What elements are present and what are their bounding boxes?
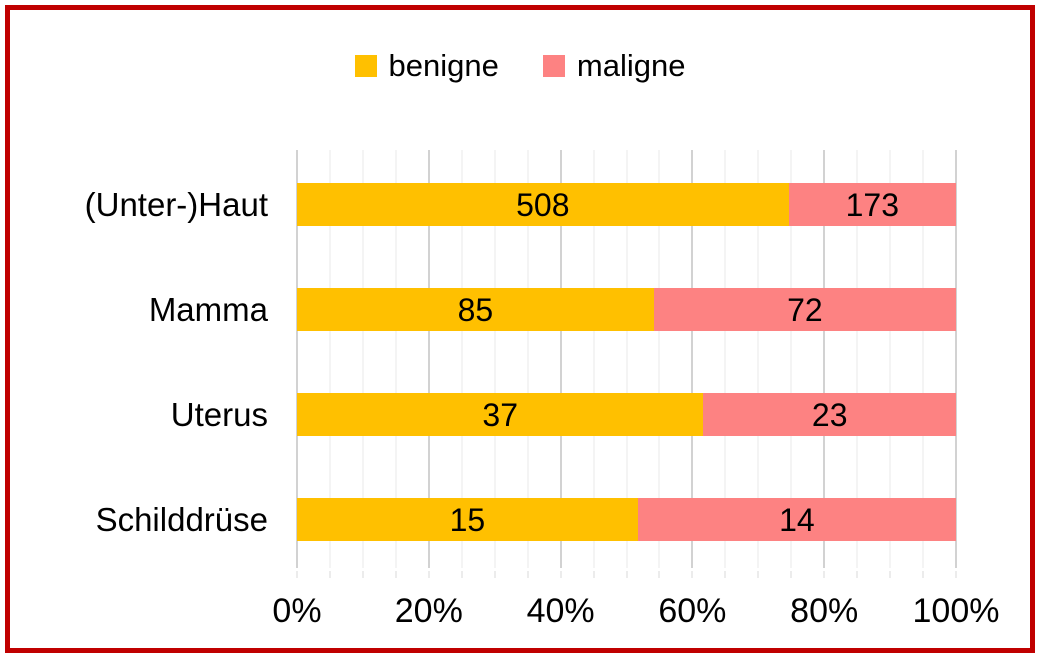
data-label: 37 bbox=[482, 396, 518, 433]
legend-item-maligne: maligne bbox=[542, 48, 686, 83]
legend-label-maligne: maligne bbox=[576, 48, 686, 83]
x-axis-tick-label: 0% bbox=[272, 592, 322, 630]
legend: benigne maligne bbox=[10, 50, 1030, 81]
bar-segment-maligne: 72 bbox=[653, 288, 956, 331]
bar-row-unterhaut: 508 173 bbox=[297, 183, 956, 226]
bar-segment-benigne: 15 bbox=[297, 498, 638, 541]
data-label: 85 bbox=[457, 291, 494, 328]
bar-segment-benigne: 508 bbox=[297, 183, 789, 226]
bar-row-uterus: 37 23 bbox=[297, 393, 956, 436]
data-label: 15 bbox=[449, 501, 486, 538]
x-axis-tick-label: 80% bbox=[790, 592, 859, 630]
legend-item-benigne: benigne bbox=[354, 48, 499, 83]
bar-segment-benigne: 37 bbox=[297, 393, 704, 436]
legend-label-benigne: benigne bbox=[388, 48, 499, 83]
bar-segment-maligne: 14 bbox=[637, 498, 956, 541]
category-label-mamma: Mamma bbox=[148, 291, 268, 328]
bar-segment-benigne: 85 bbox=[297, 288, 654, 331]
data-label: 14 bbox=[779, 501, 815, 538]
bar-segment-maligne: 23 bbox=[703, 393, 956, 436]
plot-area: 508 173 85 72 37 23 15 14 0% 20% 40% 60%… bbox=[272, 150, 999, 628]
category-label-schilddruese: Schilddrüse bbox=[95, 501, 268, 538]
x-axis-tick-label: 20% bbox=[394, 592, 463, 630]
bar-row-mamma: 85 72 bbox=[297, 288, 956, 331]
bar-row-schilddruese: 15 14 bbox=[297, 498, 956, 541]
data-label: 508 bbox=[516, 186, 570, 223]
maligne-swatch-icon bbox=[542, 54, 565, 77]
category-label-unterhaut: (Unter-)Haut bbox=[84, 186, 268, 223]
x-axis-tick-label: 40% bbox=[526, 592, 595, 630]
data-label: 23 bbox=[811, 396, 848, 433]
bar-segment-maligne: 173 bbox=[788, 183, 956, 226]
category-label-uterus: Uterus bbox=[170, 396, 268, 433]
benigne-swatch-icon bbox=[354, 54, 377, 77]
x-axis-tick-label: 100% bbox=[912, 592, 1000, 630]
data-label: 72 bbox=[787, 291, 823, 328]
data-label: 173 bbox=[845, 186, 899, 223]
chart-frame: benigne maligne (Unter-)Haut Mamma Uteru… bbox=[5, 5, 1035, 653]
x-axis-tick-label: 60% bbox=[658, 592, 727, 630]
